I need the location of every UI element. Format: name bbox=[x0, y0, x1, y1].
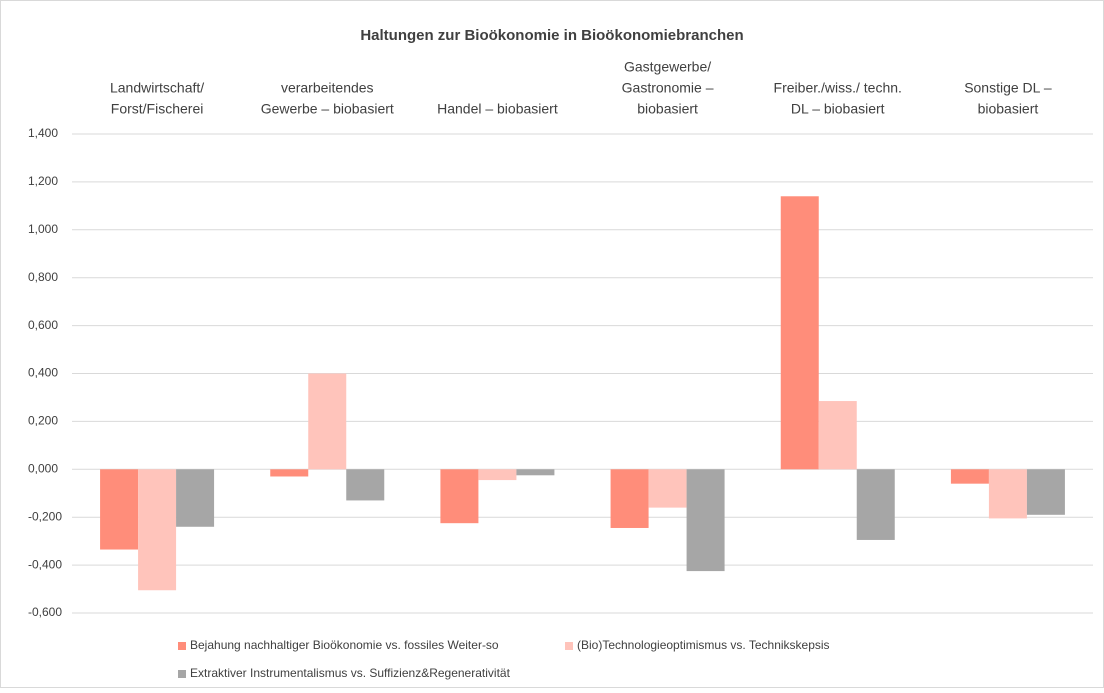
bar bbox=[648, 469, 687, 508]
y-tick-label: -0,600 bbox=[28, 605, 62, 619]
y-tick-label: 0,000 bbox=[28, 461, 58, 475]
category-label: Gastgewerbe/ bbox=[624, 59, 711, 75]
bar bbox=[100, 469, 139, 550]
bar bbox=[818, 401, 857, 470]
bar bbox=[176, 469, 215, 527]
bar bbox=[610, 469, 649, 528]
bar bbox=[346, 469, 385, 501]
category-label: biobasiert bbox=[978, 101, 1039, 117]
bar bbox=[1026, 469, 1065, 515]
y-tick-label: -0,200 bbox=[28, 509, 62, 523]
category-label: Freiber./wiss./ techn. bbox=[774, 80, 902, 96]
category-label: Landwirtschaft/ bbox=[110, 80, 204, 96]
legend-swatch bbox=[178, 670, 186, 678]
bar bbox=[856, 469, 895, 540]
bar bbox=[988, 469, 1027, 519]
bar bbox=[138, 469, 177, 591]
y-tick-label: 0,200 bbox=[28, 414, 58, 428]
category-label: Gewerbe – biobasiert bbox=[261, 101, 394, 117]
category-label: Forst/Fischerei bbox=[111, 101, 204, 117]
bar bbox=[478, 469, 517, 481]
bar bbox=[950, 469, 989, 484]
legend-swatch bbox=[178, 642, 186, 650]
category-label: Handel – biobasiert bbox=[437, 101, 558, 117]
category-label: verarbeitendes bbox=[281, 80, 374, 96]
category-label: Gastronomie – bbox=[622, 80, 714, 96]
y-tick-label: 0,600 bbox=[28, 318, 58, 332]
category-label: biobasiert bbox=[637, 101, 698, 117]
legend-label: Bejahung nachhaltiger Bioökonomie vs. fo… bbox=[190, 638, 499, 652]
bar bbox=[440, 469, 479, 524]
legend-label: (Bio)Technologieoptimismus vs. Techniksk… bbox=[577, 638, 830, 652]
bar bbox=[516, 469, 555, 476]
category-label: Sonstige DL – bbox=[964, 80, 1052, 96]
bar bbox=[270, 469, 309, 477]
y-tick-label: 0,800 bbox=[28, 270, 58, 284]
category-label: DL – biobasiert bbox=[791, 101, 885, 117]
y-tick-label: 1,400 bbox=[28, 126, 58, 140]
bar bbox=[780, 196, 819, 470]
legend-swatch bbox=[565, 642, 573, 650]
chart-title: Haltungen zur Bioökonomie in Bioökonomie… bbox=[360, 27, 743, 44]
y-tick-label: 0,400 bbox=[28, 366, 58, 380]
y-tick-label: 1,000 bbox=[28, 222, 58, 236]
y-tick-label: 1,200 bbox=[28, 174, 58, 188]
y-tick-label: -0,400 bbox=[28, 557, 62, 571]
bar bbox=[308, 373, 347, 470]
legend-label: Extraktiver Instrumentalismus vs. Suffiz… bbox=[190, 666, 511, 680]
bar bbox=[686, 469, 725, 572]
